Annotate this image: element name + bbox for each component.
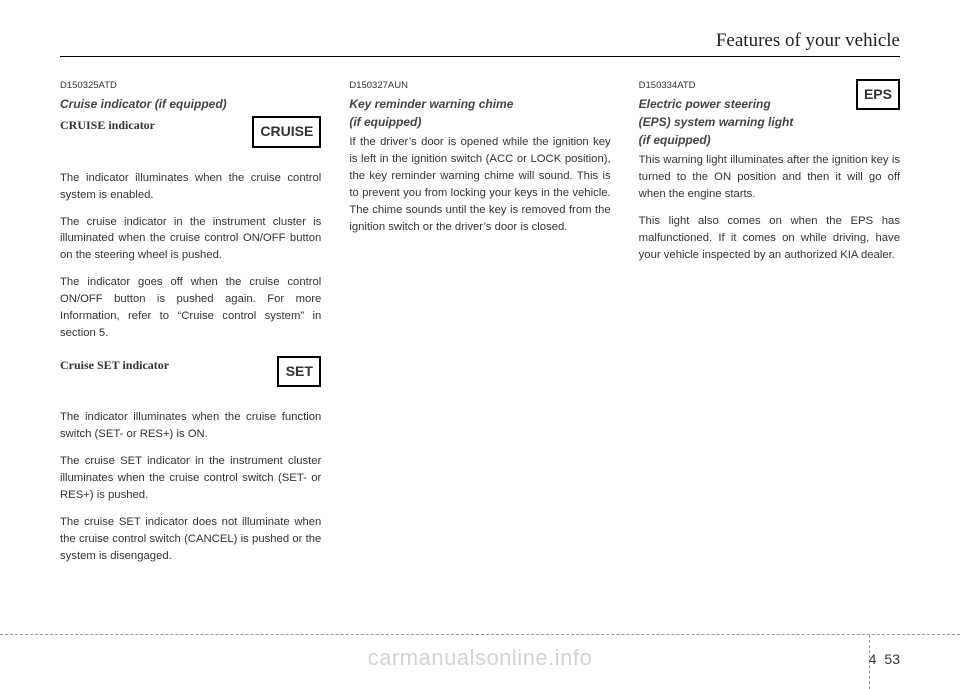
title-line2: (if equipped) [349, 115, 421, 129]
section-title: Key reminder warning chime (if equipped) [349, 95, 610, 131]
column-2: D150327AUN Key reminder warning chime (i… [349, 79, 610, 587]
key-reminder-section: D150327AUN Key reminder warning chime (i… [349, 79, 610, 236]
set-icon: SET [277, 356, 321, 387]
eps-section: EPS D150334ATD Electric power steering (… [639, 79, 900, 264]
section-code: D150327AUN [349, 79, 610, 93]
page-header: Features of your vehicle [60, 30, 900, 57]
page-number: 4 53 [869, 651, 900, 667]
para: If the driver’s door is opened while the… [349, 134, 610, 236]
para: The cruise indicator in the instrument c… [60, 214, 321, 265]
manual-page: Features of your vehicle D150325ATD Crui… [0, 0, 960, 689]
watermark: carmanualsonline.info [368, 645, 593, 671]
title-line1: Key reminder warning chime [349, 97, 513, 111]
para: The indicator illuminates when the cruis… [60, 170, 321, 204]
eps-icon: EPS [856, 79, 900, 110]
header-title: Features of your vehicle [716, 30, 900, 51]
para: The cruise SET indicator does not illumi… [60, 514, 321, 565]
para: This light also comes on when the EPS ha… [639, 213, 900, 264]
section-title: Cruise indicator (if equipped) [60, 95, 321, 113]
title-line3: (if equipped) [639, 133, 711, 147]
column-1: D150325ATD Cruise indicator (if equipped… [60, 79, 321, 587]
para: This warning light illuminates after the… [639, 152, 900, 203]
section-code: D150325ATD [60, 79, 321, 93]
cruise-section: D150325ATD Cruise indicator (if equipped… [60, 79, 321, 565]
page-num: 53 [884, 651, 900, 667]
footer-divider [0, 634, 960, 635]
content-columns: D150325ATD Cruise indicator (if equipped… [60, 79, 900, 587]
chapter-number: 4 [869, 651, 877, 667]
title-line2: (EPS) system warning light [639, 115, 794, 129]
title-line1: Electric power steering [639, 97, 771, 111]
para: The cruise SET indicator in the instrume… [60, 453, 321, 504]
column-3: EPS D150334ATD Electric power steering (… [639, 79, 900, 587]
cruise-icon: CRUISE [252, 116, 321, 147]
para: The indicator goes off when the cruise c… [60, 274, 321, 342]
para: The indicator illuminates when the cruis… [60, 409, 321, 443]
